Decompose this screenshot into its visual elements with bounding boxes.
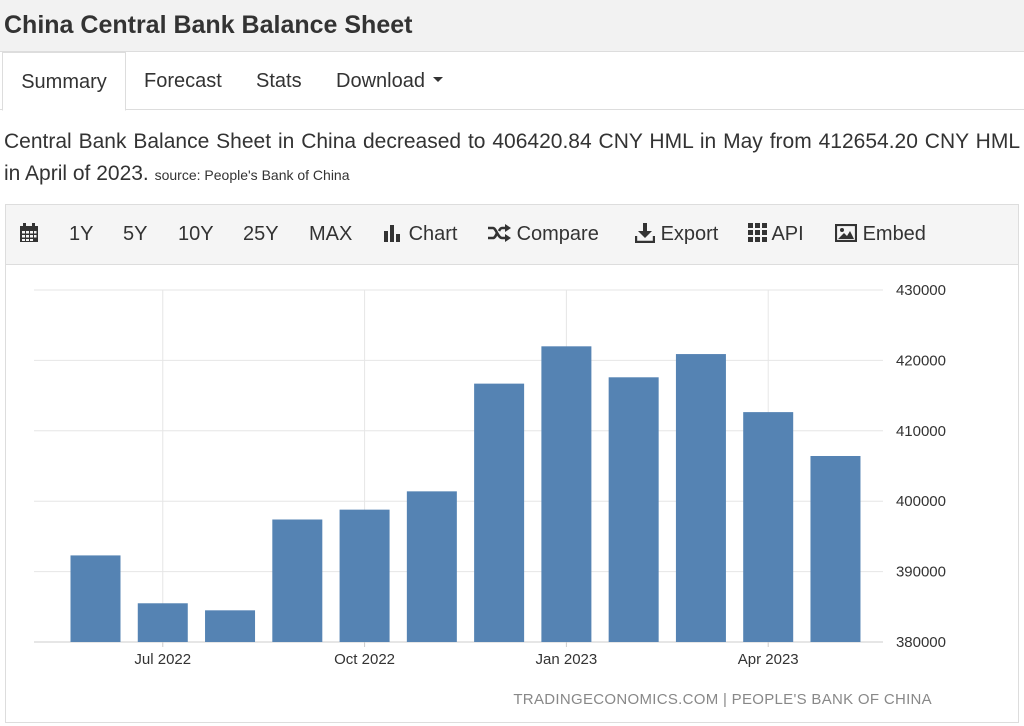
range-max-button[interactable]: MAX <box>309 223 353 245</box>
tab-download-label: Download <box>336 70 425 92</box>
range-1y-button[interactable]: 1Y <box>69 223 94 245</box>
x-tick-label: Oct 2022 <box>334 651 395 668</box>
chart-button-label: Chart <box>408 223 458 245</box>
range-25y-button[interactable]: 25Y <box>243 223 279 245</box>
bar <box>205 610 256 642</box>
chart-button[interactable]: Chart <box>383 205 457 264</box>
y-tick-label: 420000 <box>896 352 946 369</box>
tab-bar: Summary Forecast Stats Download <box>0 52 1024 111</box>
source-text: source: People's Bank of China <box>154 167 350 183</box>
bar <box>675 354 726 642</box>
bar <box>810 455 861 642</box>
compare-button-label: Compare <box>516 223 599 245</box>
y-tick-label: 410000 <box>896 423 946 440</box>
page-title: China Central Bank Balance Sheet <box>4 11 413 39</box>
tab-stats[interactable]: Stats <box>256 70 302 92</box>
bar <box>406 491 457 642</box>
y-tick-label: 380000 <box>896 634 946 651</box>
range-5y-button[interactable]: 5Y <box>123 223 148 245</box>
embed-button-label: Embed <box>862 223 926 245</box>
bar <box>137 603 188 642</box>
tab-forecast[interactable]: Forecast <box>144 70 222 92</box>
y-tick-label: 400000 <box>896 493 946 510</box>
y-tick-label: 390000 <box>896 564 946 581</box>
summary-text: Central Bank Balance Sheet in China decr… <box>4 130 1020 185</box>
x-tick-label: Jan 2023 <box>536 651 598 668</box>
bar <box>541 346 592 642</box>
export-button-label: Export <box>660 223 719 245</box>
bar <box>474 383 525 642</box>
bar-chart-icon <box>384 224 400 242</box>
x-tick-label: Apr 2023 <box>738 651 799 668</box>
tab-download[interactable]: Download <box>336 52 443 110</box>
export-button[interactable]: Export <box>634 205 719 264</box>
grid-icon <box>748 223 767 243</box>
bar <box>608 377 659 642</box>
title-bar: China Central Bank Balance Sheet <box>0 0 1024 52</box>
download-icon <box>634 222 656 243</box>
bar <box>339 509 390 642</box>
embed-button[interactable]: Embed <box>834 205 926 264</box>
chart-toolbar: 1Y 5Y 10Y 25Y MAX Chart Compare Export <box>5 204 1019 265</box>
shuffle-icon <box>488 223 511 242</box>
x-tick-label: Jul 2022 <box>134 651 191 668</box>
bar-chart: 380000 390000 400000 410000 420000 430000 Jul … <box>34 282 946 708</box>
range-10y-button[interactable]: 10Y <box>178 223 214 245</box>
y-tick-label: 430000 <box>896 282 946 299</box>
calendar-icon[interactable] <box>19 205 39 264</box>
api-button[interactable]: API <box>748 205 804 264</box>
bar <box>743 412 794 642</box>
api-button-label: API <box>771 223 804 245</box>
summary-text-block: Central Bank Balance Sheet in China decr… <box>4 126 1020 191</box>
image-icon <box>834 223 858 242</box>
bar <box>272 519 323 642</box>
caret-down-icon <box>432 77 443 83</box>
chart-credit: TRADINGECONOMICS.COM | PEOPLE'S BANK OF … <box>513 691 932 708</box>
compare-button[interactable]: Compare <box>487 205 599 264</box>
tab-summary[interactable]: Summary <box>2 52 126 111</box>
chart-area: 380000 390000 400000 410000 420000 430000 Jul … <box>5 265 1019 723</box>
bar <box>70 555 121 642</box>
